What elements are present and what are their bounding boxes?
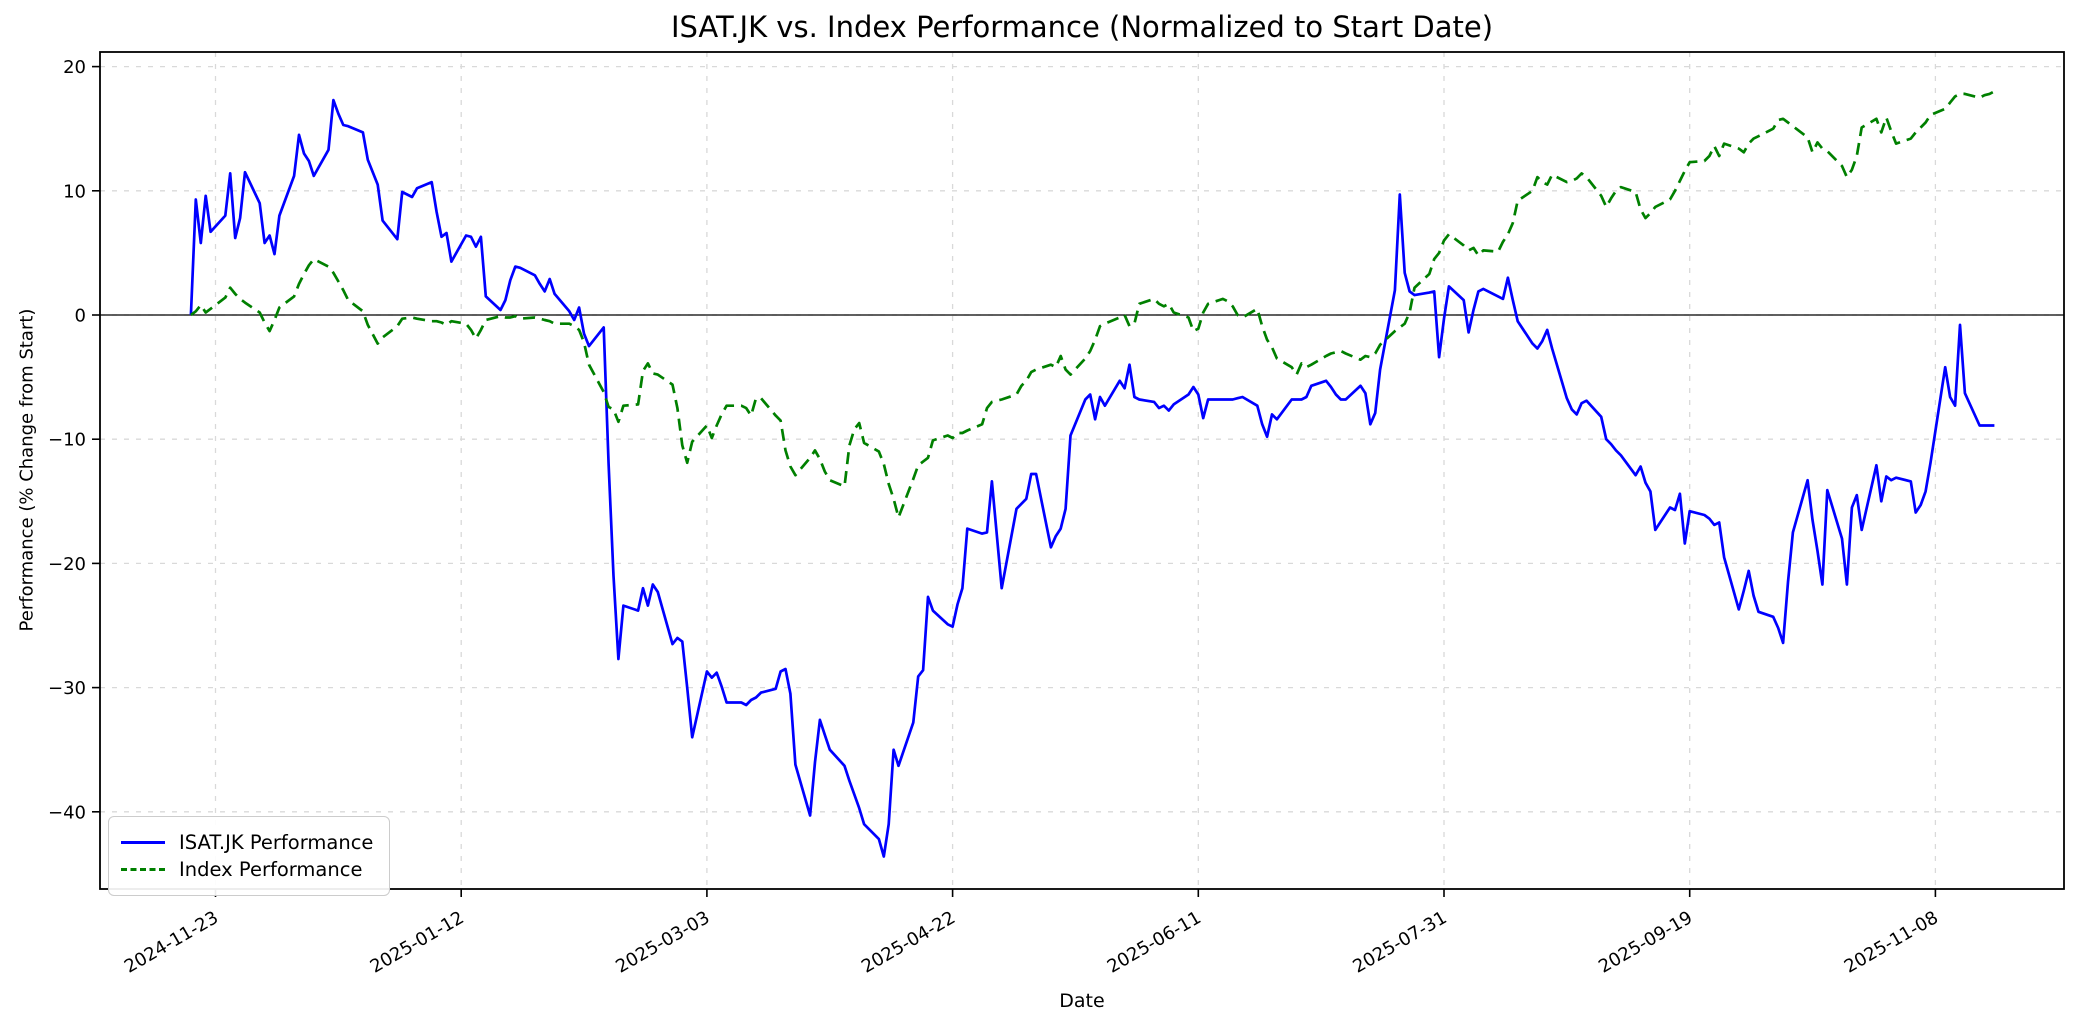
svg-text:2025-03-03: 2025-03-03 [612,907,713,977]
svg-text:2025-07-31: 2025-07-31 [1349,907,1450,977]
svg-text:2025-04-22: 2025-04-22 [858,907,959,977]
svg-text:10: 10 [63,181,86,202]
isat-line-sample-icon [121,841,165,844]
legend-label-isat: ISAT.JK Performance [179,831,374,854]
svg-text:2025-11-08: 2025-11-08 [1841,907,1942,977]
svg-text:2025-01-12: 2025-01-12 [367,907,468,977]
x-axis-label: Date [1059,990,1105,1012]
svg-text:−10: −10 [48,430,86,451]
legend-item-index: Index Performance [121,858,373,881]
svg-text:2024-11-23: 2024-11-23 [121,907,222,977]
legend-label-index: Index Performance [179,858,363,881]
legend-item-isat: ISAT.JK Performance [121,831,373,854]
legend: ISAT.JK Performance Index Performance [108,816,391,896]
chart-title: ISAT.JK vs. Index Performance (Normalize… [670,10,1494,44]
svg-text:2025-09-19: 2025-09-19 [1595,907,1696,977]
y-axis-label: Performance (% Change from Start) [16,308,38,632]
svg-text:2025-06-11: 2025-06-11 [1104,907,1205,977]
index-line-sample-icon [121,868,165,871]
svg-text:−20: −20 [48,554,86,575]
svg-text:0: 0 [75,306,86,327]
svg-text:−30: −30 [48,678,86,699]
svg-text:−40: −40 [48,802,86,823]
svg-text:20: 20 [63,57,86,78]
